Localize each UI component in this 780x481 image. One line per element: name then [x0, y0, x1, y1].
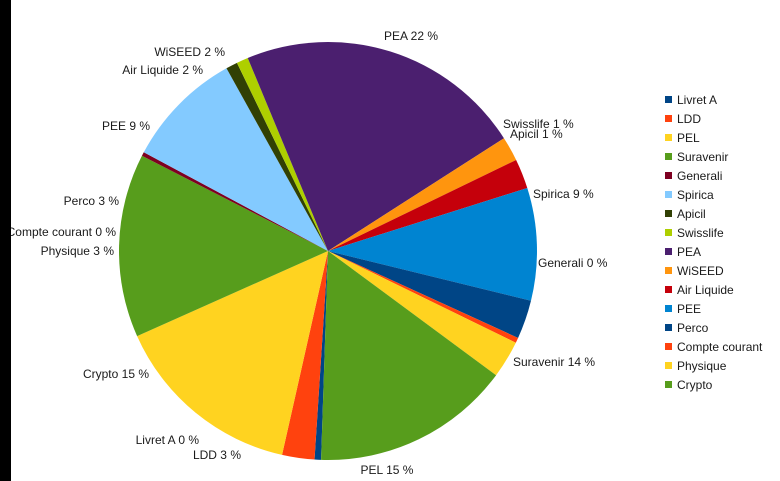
pie-slice-pel [137, 251, 328, 455]
legend-swatch [665, 210, 672, 217]
slice-label-perco: Perco 3 % [64, 194, 120, 208]
legend-item-ldd: LDD [665, 109, 780, 128]
legend-item-pee: PEE [665, 299, 780, 318]
pie-labels: Livret A 0 %LDD 3 % PEL 15 % Suravenir 14 … [11, 29, 608, 477]
slice-label-air-liquide: Air Liquide 2 % [122, 63, 203, 77]
legend-swatch [665, 305, 672, 312]
legend-item-pea: PEA [665, 242, 780, 261]
pie-slice-wiseed [328, 138, 517, 251]
pie-slices [119, 42, 537, 461]
legend-item-generali: Generali [665, 166, 780, 185]
pie-chart: Livret A 0 %LDD 3 % PEL 15 % Suravenir 14 … [11, 29, 608, 477]
legend-label: WiSEED [677, 263, 724, 278]
legend-item-suravenir: Suravenir [665, 147, 780, 166]
slice-label-wiseed: WiSEED 2 % [154, 45, 225, 59]
legend-item-physique: Physique [665, 356, 780, 375]
legend-label: Compte courant [677, 339, 763, 354]
legend-label: Air Liquide [677, 282, 734, 297]
legend-item-wiseed: WiSEED [665, 261, 780, 280]
legend-label: LDD [677, 111, 702, 126]
slice-label-livret-a: Livret A 0 % [136, 433, 200, 447]
pie-slice-perco [328, 251, 531, 338]
legend-swatch [665, 286, 672, 293]
legend-item-compte-courant: Compte courant [665, 337, 780, 356]
legend-label: Crypto [677, 377, 713, 392]
legend-item-air-liquide: Air Liquide [665, 280, 780, 299]
legend-item-crypto: Crypto [665, 375, 780, 394]
legend-label: Physique [677, 358, 727, 373]
pie-slice-air-liquide [328, 159, 528, 251]
legend-swatch [665, 267, 672, 274]
pie-slice-pee [328, 188, 537, 301]
pie-slice-crypto [321, 251, 497, 461]
slice-label-spirica: Spirica 9 % [533, 187, 594, 201]
pie-slice-physique [328, 251, 516, 376]
pie-slice-apicil [226, 62, 328, 252]
legend-label: PEA [677, 244, 702, 259]
legend-swatch [665, 153, 672, 160]
legend-item-swisslife: Swisslife [665, 223, 780, 242]
slice-label-generali: Generali 0 % [538, 256, 608, 270]
pie-slice-ldd [282, 251, 328, 460]
chart-panel: Livret A 0 % LDD 3 % PEL 15 % Suravenir 14 … [11, 0, 780, 481]
legend-swatch [665, 343, 672, 350]
legend-swatch [665, 134, 672, 141]
legend-item-apicil: Apicil [665, 204, 780, 223]
slice-label-compte-courant: Compte courant 0 % [11, 225, 116, 239]
pie-slice-swisslife [236, 58, 328, 251]
slice-label-ldd: LDD 3 % [193, 448, 241, 462]
legend-label: Generali [677, 168, 723, 183]
legend-label: Swisslife [677, 225, 724, 240]
slice-label-physique: Physique 3 % [41, 244, 115, 258]
legend-swatch [665, 115, 672, 122]
pie-slice-pea [247, 42, 504, 251]
pie-slice-compte-courant [328, 251, 519, 343]
legend-label: Spirica [677, 187, 714, 202]
legend-swatch [665, 172, 672, 179]
legend-label: PEL [677, 130, 700, 145]
legend-swatch [665, 248, 672, 255]
pie-slice-livret-a [314, 251, 328, 460]
legend-label: Livret A [677, 92, 718, 107]
legend-item-pel: PEL [665, 128, 780, 147]
legend-label: Suravenir [677, 149, 729, 164]
pie-slice-suravenir [119, 155, 328, 337]
slice-label-swisslife: Swisslife 1 % [503, 117, 574, 131]
slice-label-apicil: Apicil 1 % [510, 127, 563, 141]
pie-slice-generali [141, 152, 328, 251]
legend-label: Apicil [677, 206, 706, 221]
pie-slice-spirica [143, 68, 328, 251]
slice-label-pea: PEA 22 % [384, 29, 438, 43]
slice-label-pel: PEL 15 % [361, 463, 414, 477]
legend-label: PEE [677, 301, 702, 316]
legend-swatch [665, 324, 672, 331]
legend-swatch [665, 381, 672, 388]
slice-label-crypto: Crypto 15 % [83, 367, 149, 381]
legend-item-spirica: Spirica [665, 185, 780, 204]
legend-item-livret-a: Livret A [665, 90, 780, 109]
slice-label-suravenir: Suravenir 14 % [513, 355, 595, 369]
legend-label: Perco [677, 320, 709, 335]
legend-swatch [665, 362, 672, 369]
legend-swatch [665, 229, 672, 236]
legend: Livret A LDD PEL Suravenir Generali Spirica Ap… [665, 90, 780, 394]
legend-swatch [665, 191, 672, 198]
legend-swatch [665, 96, 672, 103]
legend-item-perco: Perco [665, 318, 780, 337]
slice-label-pee: PEE 9 % [102, 119, 150, 133]
